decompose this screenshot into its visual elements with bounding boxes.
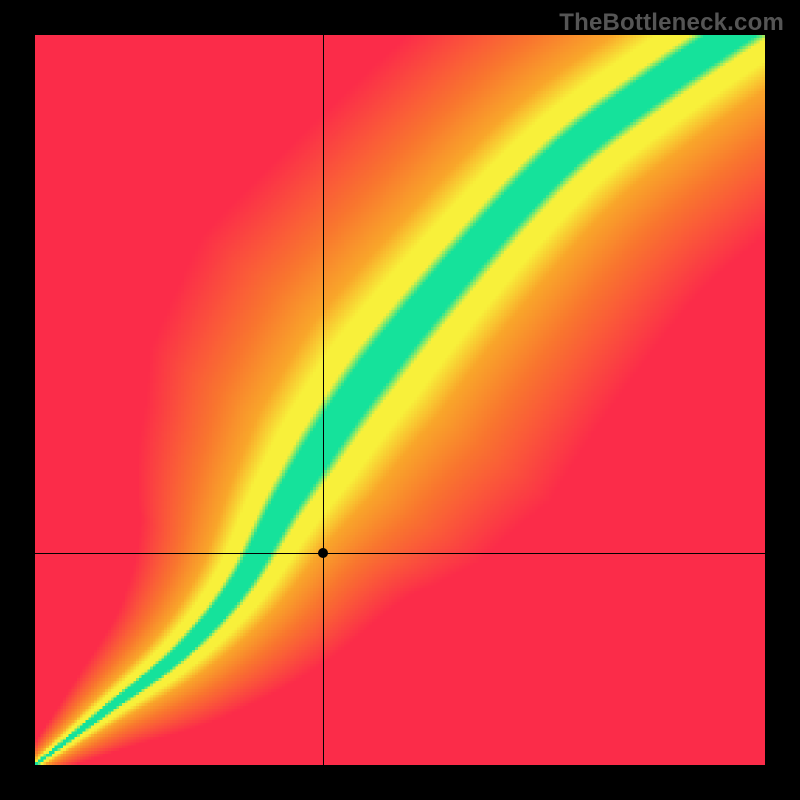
heatmap-plot — [35, 35, 765, 765]
watermark-text: TheBottleneck.com — [559, 9, 784, 37]
crosshair-vertical — [323, 35, 324, 765]
outer-frame: TheBottleneck.com — [0, 0, 800, 800]
crosshair-horizontal — [35, 553, 765, 554]
